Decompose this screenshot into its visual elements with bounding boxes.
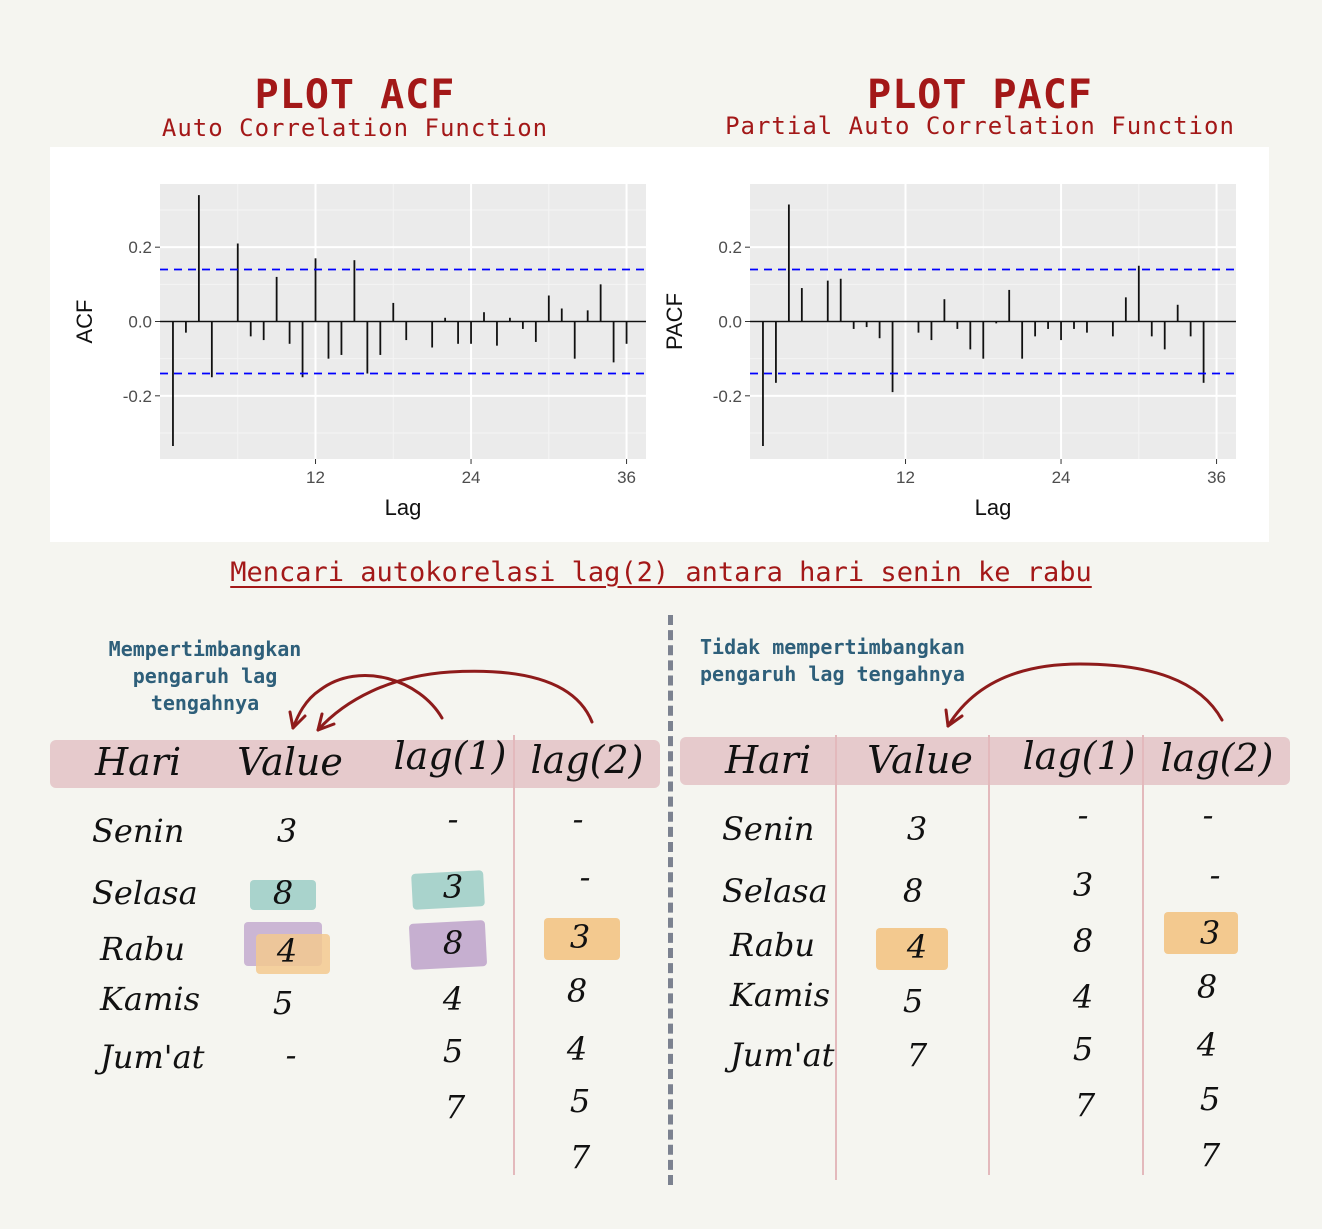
lag2-cell: 8 bbox=[566, 972, 588, 1010]
lag2-cell: 7 bbox=[569, 1138, 591, 1176]
lag2-cell: 4 bbox=[566, 1030, 588, 1068]
x-tick-label: 12 bbox=[896, 468, 915, 487]
value-cell: 3 bbox=[906, 810, 928, 848]
column-line bbox=[513, 735, 515, 1175]
y-tick-label: 0.0 bbox=[718, 313, 742, 332]
lag2-cell: - bbox=[1209, 856, 1221, 894]
lag1-cell: 3 bbox=[1072, 866, 1094, 904]
header-lag2-left: lag(2) bbox=[530, 738, 644, 782]
column-line bbox=[1142, 735, 1144, 1175]
y-tick-label: 0.0 bbox=[128, 313, 152, 332]
x-tick-label: 24 bbox=[462, 468, 481, 487]
lag1-cell: 5 bbox=[1072, 1030, 1094, 1068]
header-value-right: Value bbox=[867, 738, 973, 782]
acf-subtitle: Auto Correlation Function bbox=[161, 114, 549, 142]
value-cell: 4 bbox=[906, 928, 928, 966]
lag1-cell: - bbox=[1077, 796, 1089, 834]
y-tick-label: 0.2 bbox=[128, 238, 152, 257]
day-cell: Kamis bbox=[100, 980, 200, 1018]
header-lag2-right: lag(2) bbox=[1160, 736, 1274, 780]
x-axis-label: Lag bbox=[385, 495, 422, 520]
lag2-cell: 5 bbox=[569, 1082, 591, 1120]
lag1-cell: 3 bbox=[442, 868, 464, 906]
x-tick-label: 36 bbox=[617, 468, 636, 487]
header-value-left: Value bbox=[237, 740, 343, 784]
y-axis-label: PACF bbox=[662, 293, 687, 350]
lag2-cell: - bbox=[572, 800, 584, 838]
note-left: Mempertimbangkan pengaruh lag tengahnya bbox=[108, 637, 302, 715]
header-hari-left: Hari bbox=[95, 740, 182, 784]
value-cell: 3 bbox=[276, 812, 298, 850]
lag1-cell: 8 bbox=[442, 924, 464, 962]
arrow-lag1-to-value bbox=[291, 674, 444, 730]
header-hari-right: Hari bbox=[725, 738, 812, 782]
panel-divider bbox=[668, 615, 673, 1185]
arrow-lag2-to-value-right bbox=[946, 662, 1224, 728]
acf-title: PLOT ACF bbox=[254, 72, 456, 118]
day-cell: Rabu bbox=[730, 926, 815, 964]
day-cell: Kamis bbox=[730, 976, 830, 1014]
pacf-title: PLOT PACF bbox=[867, 72, 1093, 118]
lag1-cell: 5 bbox=[442, 1032, 464, 1070]
value-cell: 8 bbox=[272, 874, 294, 912]
highlight-orange bbox=[1164, 912, 1238, 954]
arrow-head bbox=[944, 708, 964, 728]
day-cell: Senin bbox=[722, 810, 815, 848]
lag1-cell: 8 bbox=[1072, 922, 1094, 960]
lag1-cell: 4 bbox=[442, 980, 464, 1018]
lag2-cell: 3 bbox=[569, 918, 591, 956]
lag2-cell: - bbox=[1202, 796, 1214, 834]
pacf-subtitle: Partial Auto Correlation Function bbox=[725, 112, 1235, 140]
value-cell: - bbox=[285, 1036, 297, 1074]
y-tick-label: -0.2 bbox=[713, 387, 742, 406]
section-heading: Mencari autokorelasi lag(2) antara hari … bbox=[230, 557, 1092, 588]
chart-panel: -0.2 0.0 0.2 12 24 36 Lag ACF -0.2 0.0 0.2 12 24 36 La… bbox=[50, 147, 1269, 542]
lag1-cell: 7 bbox=[1074, 1086, 1096, 1124]
highlight-orange bbox=[544, 918, 620, 960]
lag1-cell: 4 bbox=[1072, 978, 1094, 1016]
arrow-head bbox=[316, 712, 336, 732]
highlight-orange bbox=[256, 934, 330, 974]
y-tick-label: -0.2 bbox=[123, 387, 152, 406]
header-lag1-left: lag(1) bbox=[393, 734, 507, 778]
x-tick-label: 12 bbox=[306, 468, 325, 487]
day-cell: Jum'at bbox=[730, 1036, 835, 1074]
y-tick-label: 0.2 bbox=[718, 238, 742, 257]
lag2-cell: 3 bbox=[1199, 914, 1221, 952]
x-tick-label: 24 bbox=[1052, 468, 1071, 487]
value-cell: 4 bbox=[276, 932, 298, 970]
header-lag1-right: lag(1) bbox=[1022, 734, 1136, 778]
y-axis-label: ACF bbox=[72, 300, 97, 344]
column-line bbox=[835, 735, 837, 1180]
x-axis-label: Lag bbox=[975, 495, 1012, 520]
header-band-left bbox=[50, 740, 660, 788]
day-cell: Selasa bbox=[722, 872, 828, 910]
lag2-cell: 4 bbox=[1196, 1026, 1218, 1064]
lag2-cell: - bbox=[579, 858, 591, 896]
arrow-lag2-to-value bbox=[316, 669, 594, 732]
x-tick-label: 36 bbox=[1207, 468, 1226, 487]
highlight-orange bbox=[876, 928, 948, 970]
note-right: Tidak mempertimbangkan pengaruh lag teng… bbox=[700, 635, 965, 686]
lag1-cell: 7 bbox=[444, 1088, 466, 1126]
charts-canvas: -0.2 0.0 0.2 12 24 36 Lag ACF -0.2 0.0 0.2 12 24 36 La… bbox=[72, 184, 1236, 520]
day-cell: Rabu bbox=[100, 930, 185, 968]
day-cell: Senin bbox=[92, 812, 185, 850]
value-cell: 5 bbox=[902, 982, 924, 1020]
value-cell: 8 bbox=[902, 872, 924, 910]
value-cell: 5 bbox=[272, 984, 294, 1022]
arrow-head bbox=[288, 710, 307, 730]
highlight-teal bbox=[250, 880, 316, 910]
day-cell: Jum'at bbox=[100, 1038, 205, 1076]
lag2-cell: 8 bbox=[1196, 968, 1218, 1006]
day-cell: Selasa bbox=[92, 874, 198, 912]
lag1-cell: - bbox=[447, 800, 459, 838]
value-cell: 7 bbox=[906, 1036, 928, 1074]
column-line bbox=[988, 735, 990, 1175]
lag2-cell: 5 bbox=[1199, 1080, 1221, 1118]
lag2-cell: 7 bbox=[1199, 1136, 1221, 1174]
header-band-right bbox=[680, 737, 1290, 785]
